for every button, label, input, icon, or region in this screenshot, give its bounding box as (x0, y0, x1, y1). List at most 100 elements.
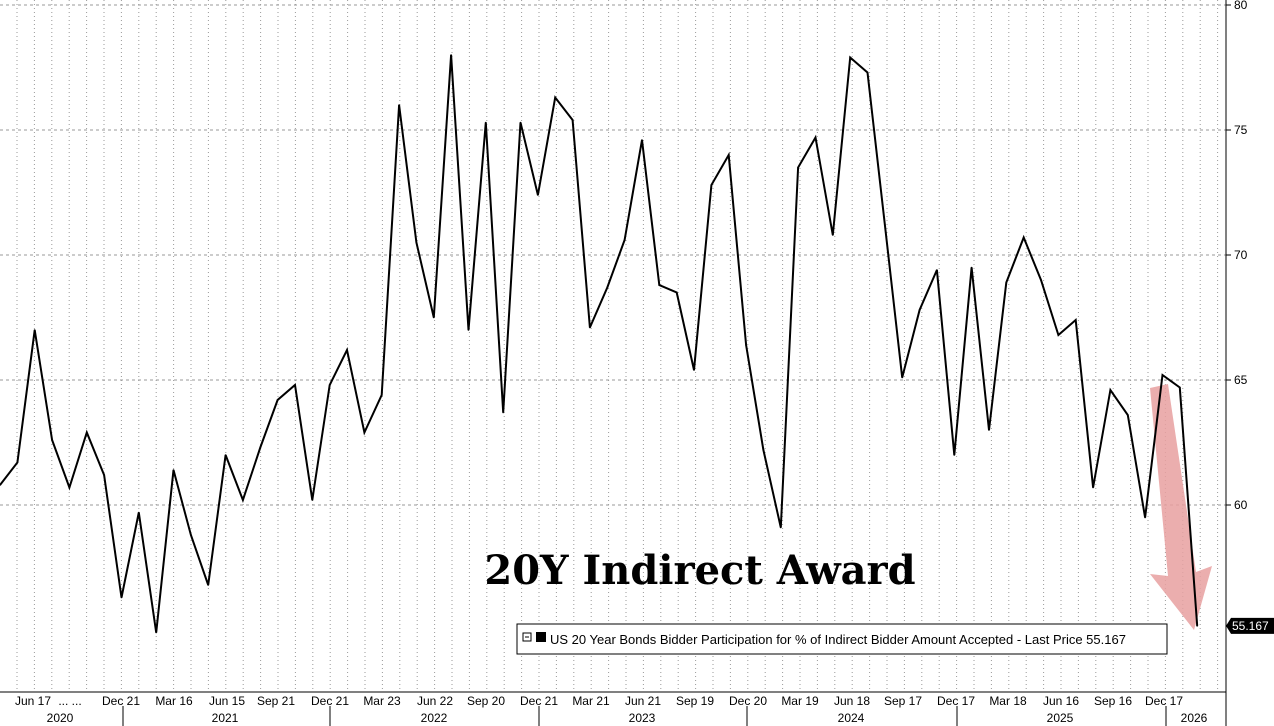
data-point (450, 54, 452, 56)
data-point (363, 431, 366, 434)
data-point (1144, 516, 1146, 519)
data-point (936, 269, 938, 271)
data-point (519, 121, 522, 124)
data-point (779, 526, 782, 529)
data-point (693, 369, 695, 371)
data-point (589, 326, 591, 329)
x-tick-label: Dec 17 (1145, 694, 1183, 708)
x-tick-label: Dec 21 (311, 694, 349, 708)
data-point (172, 469, 175, 471)
data-point (380, 394, 383, 396)
data-point (311, 499, 314, 501)
y-tick-label: 75 (1234, 123, 1248, 137)
data-point (918, 309, 921, 311)
data-point (398, 104, 400, 106)
data-point (224, 454, 227, 456)
series-swatch (536, 632, 546, 642)
data-point (814, 136, 817, 139)
x-tick-label: Jun 18 (834, 694, 870, 708)
data-point (1109, 389, 1112, 391)
data-point (138, 511, 140, 514)
data-point (745, 344, 747, 346)
data-point (467, 329, 470, 331)
data-point (485, 121, 487, 124)
data-point (276, 399, 279, 401)
data-point (884, 224, 886, 226)
data-point (1074, 319, 1077, 321)
data-point (16, 461, 19, 464)
data-point (346, 349, 348, 351)
data-point (502, 411, 504, 414)
data-point (727, 154, 730, 156)
data-point (415, 241, 418, 244)
series-lines (0, 54, 1199, 634)
x-tick-label: Dec 20 (729, 694, 767, 708)
y-tick-label: 65 (1234, 373, 1248, 387)
data-point (797, 166, 799, 169)
data-point (1057, 334, 1060, 336)
data-point (537, 194, 539, 196)
year-labels: 2020 2021 2022 2023 2024 2025 2026 (47, 706, 1208, 726)
year-label: 2020 (47, 711, 74, 725)
data-point (103, 474, 105, 476)
data-point (1092, 486, 1094, 489)
data-point (51, 439, 53, 441)
data-point (606, 286, 609, 289)
data-point (0, 484, 1, 486)
year-label: 2026 (1181, 711, 1208, 725)
x-tick-label: Jun 22 (417, 694, 453, 708)
x-tick-label: Dec 17 (937, 694, 975, 708)
data-point (294, 384, 296, 386)
data-point (190, 534, 192, 536)
x-tick-label: Dec 21 (102, 694, 140, 708)
data-point (866, 71, 869, 74)
data-point (1126, 414, 1129, 416)
x-tick-label: Dec 21 (520, 694, 558, 708)
year-label: 2024 (838, 711, 865, 725)
year-label: 2021 (212, 711, 239, 725)
data-point (762, 449, 765, 451)
data-point (242, 499, 244, 501)
x-tick-label: Sep 19 (676, 694, 714, 708)
data-point (85, 431, 88, 434)
year-label: 2025 (1047, 711, 1074, 725)
chart-title: 20Y Indirect Award (484, 547, 915, 594)
series-line (0, 54, 1199, 633)
data-point (988, 429, 990, 431)
data-point (554, 96, 556, 99)
data-point (571, 119, 574, 121)
data-point (1161, 374, 1164, 376)
x-tick-label: Mar 21 (572, 694, 610, 708)
x-tick-label: Jun 16 (1043, 694, 1079, 708)
x-tick-label: Sep 21 (257, 694, 295, 708)
legend-box: US 20 Year Bonds Bidder Participation fo… (516, 623, 1168, 655)
data-point (328, 384, 331, 386)
data-point (259, 446, 262, 449)
x-tick-label: Jun 17 (15, 694, 51, 708)
year-label: 2023 (629, 711, 656, 725)
x-tick-label: Mar 23 (363, 694, 401, 708)
data-point (1022, 236, 1025, 239)
data-point (207, 584, 209, 586)
x-tick-label: ... ... (58, 694, 81, 708)
x-tick-label: Mar 16 (155, 694, 193, 708)
data-point (849, 56, 851, 59)
data-point (1005, 281, 1008, 284)
y-axis-ticks: 60 65 70 75 80 (1226, 0, 1248, 512)
x-tick-label: Sep 17 (884, 694, 922, 708)
x-tick-label: Sep 20 (467, 694, 505, 708)
data-point (675, 291, 678, 294)
last-price-tag: 55.167 (1226, 617, 1274, 634)
data-point (33, 329, 36, 331)
y-tick-label: 70 (1234, 248, 1248, 262)
x-tick-label: Sep 16 (1094, 694, 1132, 708)
x-tick-label: Mar 18 (989, 694, 1027, 708)
down-arrow-shape (1150, 384, 1212, 630)
x-axis-ticks: Jun 17 ... ... Dec 21 Mar 16 Jun 15 Sep 21 Dec… (15, 694, 1183, 708)
data-point (658, 284, 661, 286)
x-tick-label: Jun 15 (209, 694, 245, 708)
data-point (68, 486, 71, 489)
data-point (901, 376, 903, 379)
data-point (832, 234, 834, 236)
